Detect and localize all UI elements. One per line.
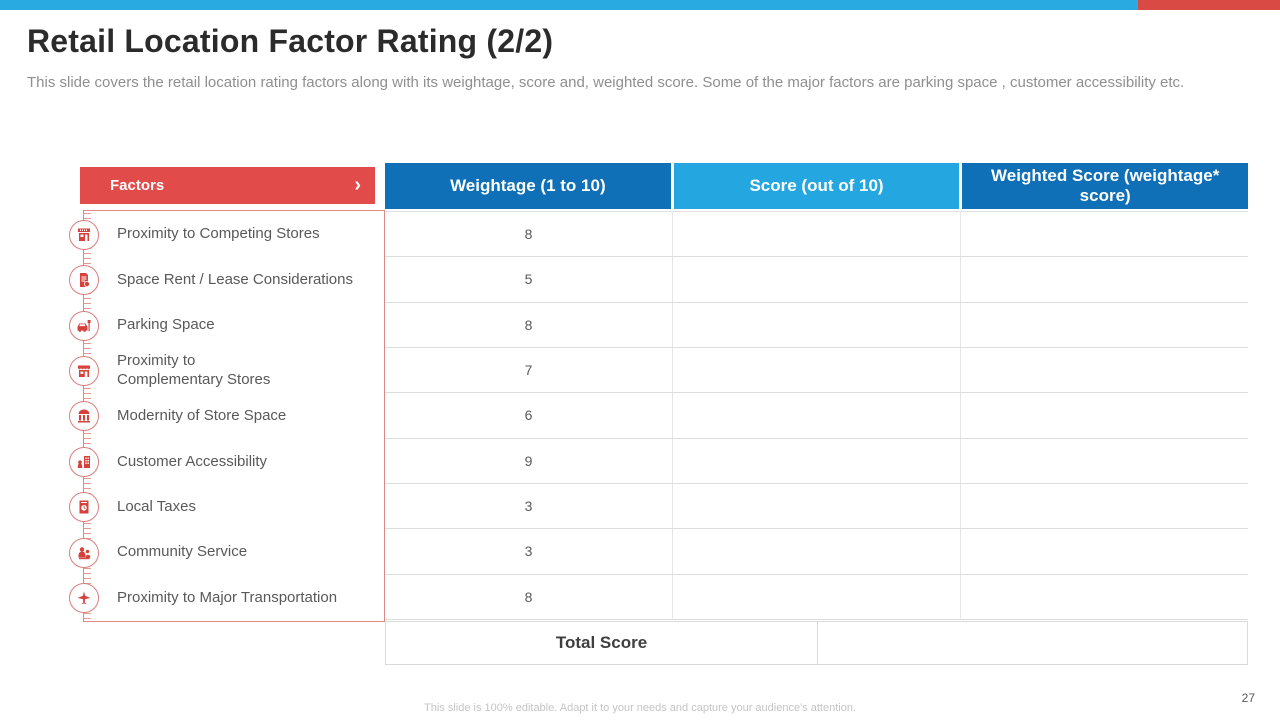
top-accent-bar-red: [1138, 0, 1280, 10]
cell-weightage: 6: [524, 407, 533, 424]
cell-weightage: 8: [524, 316, 533, 333]
total-score-row: Total Score: [385, 621, 1248, 665]
factors-column-header: Factors ›: [80, 167, 375, 204]
table-header-row: Weightage (1 to 10) Score (out of 10) We…: [385, 163, 1249, 209]
factors-header-label: Factors: [110, 177, 165, 194]
cell-weighted: [960, 302, 1248, 347]
list-item-modernity: Modernity of Store Space: [69, 394, 384, 439]
cell-weighted: [960, 529, 1248, 574]
factors-list-box: Proximity to Competing Stores Space Rent…: [69, 210, 385, 622]
page-subtitle: This slide covers the retail location ra…: [27, 74, 1185, 91]
table-row: 8: [385, 574, 1248, 620]
cell-weighted: [960, 212, 1248, 257]
factor-list: Proximity to Competing Stores Space Rent…: [69, 212, 384, 621]
footer-note: This slide is 100% editable. Adapt it to…: [424, 702, 856, 714]
cell-score: [672, 574, 960, 619]
cell-weighted: [960, 347, 1248, 393]
list-item-parking-space: Parking Space: [69, 303, 384, 348]
table-header-weightage: Weightage (1 to 10): [385, 163, 671, 209]
cell-weightage: 3: [524, 498, 533, 515]
list-item-transportation: Proximity to Major Transportation: [69, 576, 384, 621]
competing-stores-icon: [69, 219, 99, 250]
cell-score: [672, 212, 960, 257]
parking-car-icon: [69, 310, 99, 341]
table-row: 5: [385, 257, 1248, 303]
cell-score: [672, 347, 960, 393]
page-title: Retail Location Factor Rating (2/2): [27, 23, 554, 59]
community-people-icon: [69, 537, 99, 568]
table-row: 7: [385, 347, 1248, 394]
cell-weighted: [960, 393, 1248, 438]
cell-weighted: [960, 483, 1248, 529]
cell-weightage: 5: [524, 271, 533, 288]
factor-label: Space Rent / Lease Considerations: [117, 270, 353, 288]
list-item-competing-stores: Proximity to Competing Stores: [69, 212, 384, 257]
cell-score: [672, 438, 960, 483]
factor-label: Proximity to Major Transportation: [117, 588, 338, 606]
airplane-icon: [69, 583, 99, 614]
top-accent-bar-cyan: [0, 0, 1138, 10]
cell-weightage: 8: [524, 588, 533, 605]
cell-score: [672, 257, 960, 302]
list-item-community-service: Community Service: [69, 530, 384, 575]
cell-weighted: [960, 438, 1248, 483]
factor-label: Proximity to Competing Stores: [117, 225, 320, 243]
cell-score: [672, 529, 960, 574]
cell-score: [672, 393, 960, 438]
list-item-customer-accessibility: Customer Accessibility: [69, 439, 384, 484]
table-header-score: Score (out of 10): [673, 163, 960, 209]
table-row: 3: [385, 529, 1248, 575]
factor-label: Local Taxes: [117, 497, 196, 515]
cell-score: [672, 302, 960, 347]
cell-weightage: 9: [524, 452, 533, 469]
table-row: 8: [385, 212, 1248, 258]
factor-label: Community Service: [117, 543, 248, 561]
list-item-complementary-stores: Proximity to Complementary Stores: [69, 348, 384, 393]
chevron-right-icon: ›: [354, 173, 361, 196]
factor-label: Customer Accessibility: [117, 452, 268, 470]
lease-document-icon: [69, 265, 99, 296]
factor-label: Modernity of Store Space: [117, 407, 287, 425]
factor-label: Proximity to Complementary Stores: [117, 352, 271, 389]
list-item-local-taxes: Local Taxes: [69, 485, 384, 530]
cell-weighted: [960, 257, 1248, 302]
cell-weightage: 3: [524, 543, 533, 560]
table-row: 9: [385, 438, 1248, 484]
complementary-stores-icon: [69, 356, 99, 387]
table-body: 8 5 8 7 6 9 3: [385, 211, 1248, 620]
customer-building-icon: [69, 446, 99, 477]
table-row: 8: [385, 302, 1248, 348]
total-score-label: Total Score: [385, 621, 818, 665]
cell-score: [672, 483, 960, 529]
cell-weighted: [960, 574, 1248, 619]
total-score-value: [818, 621, 1248, 665]
tax-document-icon: [69, 492, 99, 523]
cell-weightage: 8: [524, 226, 533, 243]
factor-label: Parking Space: [117, 316, 215, 334]
table-header-weighted-score: Weighted Score (weightage* score): [962, 163, 1249, 209]
list-item-space-rent: Space Rent / Lease Considerations: [69, 257, 384, 302]
page-number: 27: [1241, 691, 1255, 705]
table-row: 3: [385, 483, 1248, 530]
modern-building-icon: [69, 401, 99, 432]
table-row: 6: [385, 393, 1248, 439]
cell-weightage: 7: [524, 362, 533, 379]
